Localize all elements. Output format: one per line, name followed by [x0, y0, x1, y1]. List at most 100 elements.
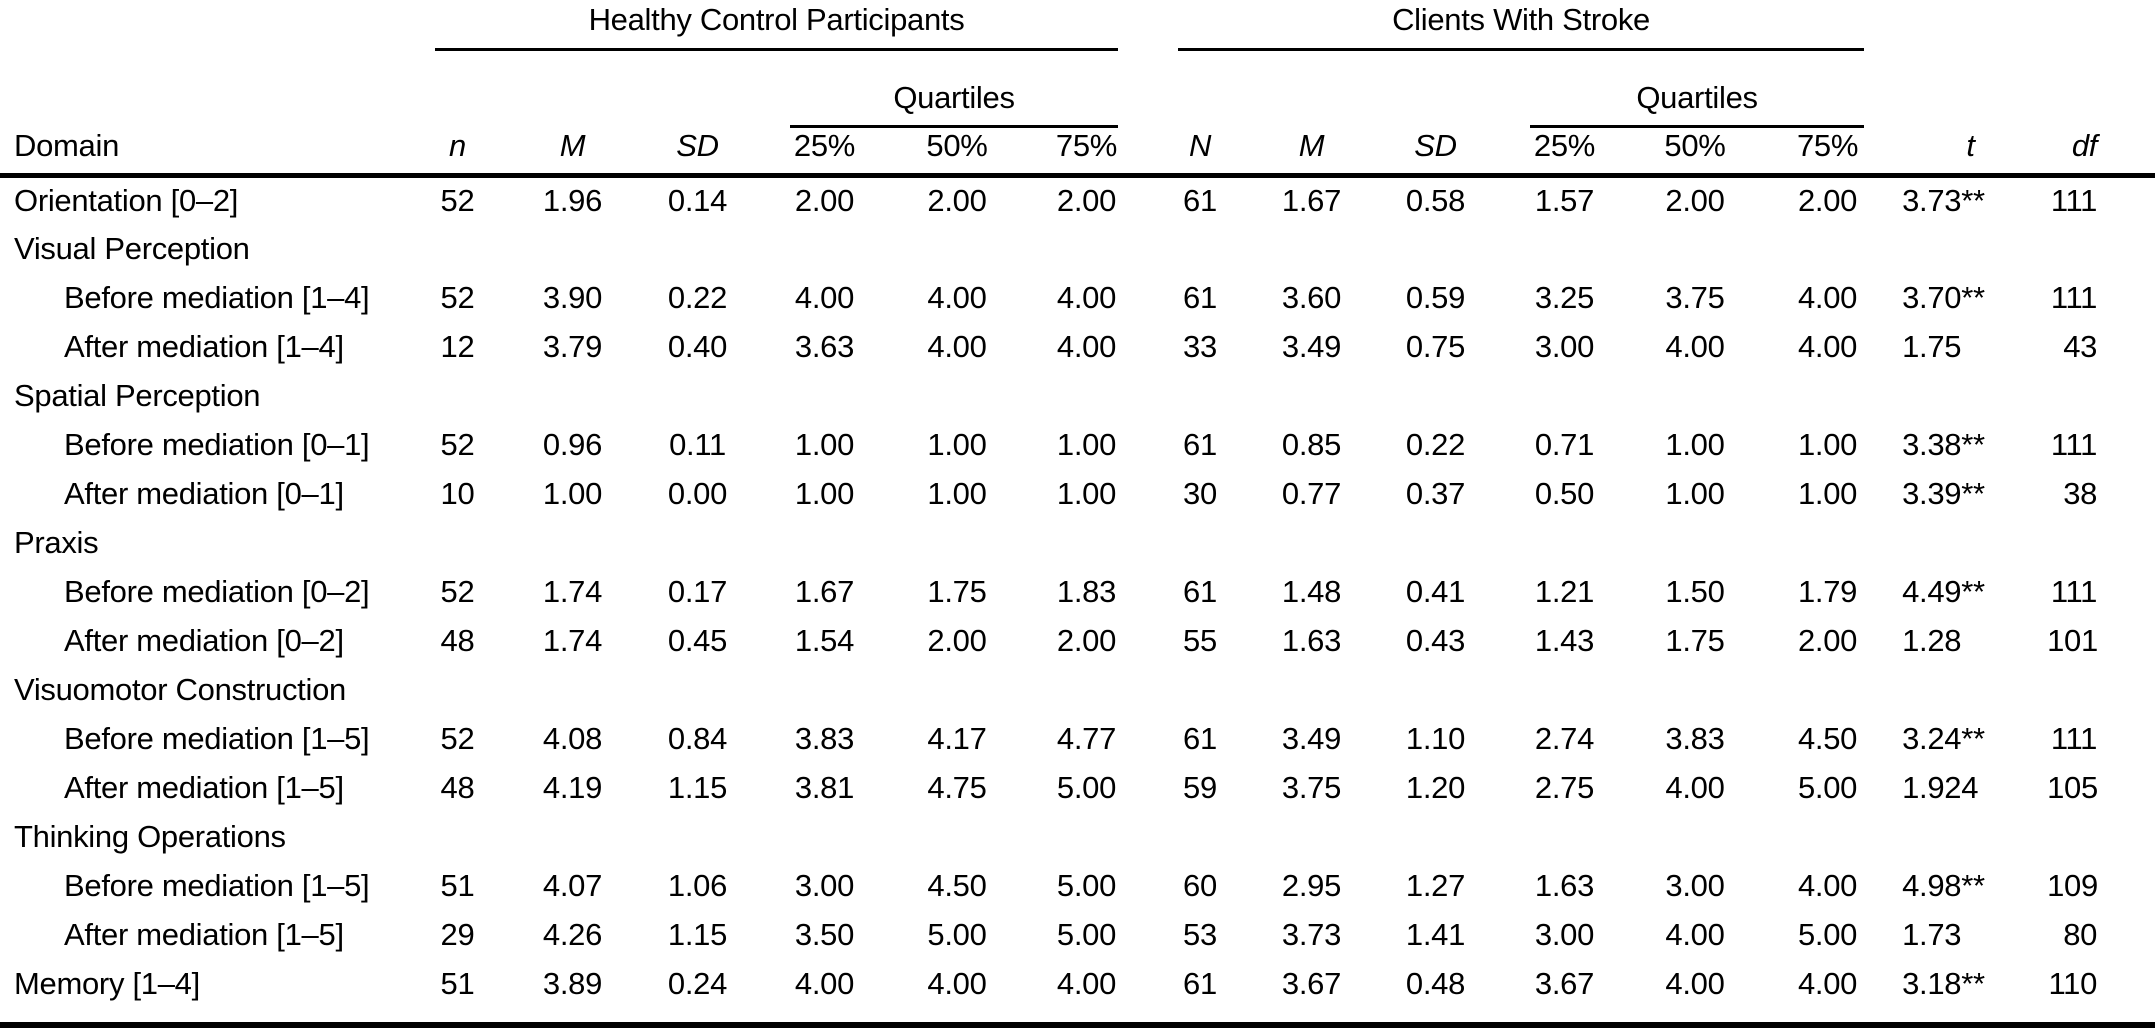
- table-row: Before mediation [0–1] 52 0.96 0.11 1.00 1.00…: [0, 421, 2155, 470]
- table-cell: [1252, 372, 1371, 421]
- table-cell: 61: [1183, 966, 1217, 1001]
- table-cell: 12: [440, 329, 475, 364]
- section-header-row: Visuomotor Construction: [0, 666, 2155, 715]
- table-cell: 111: [2050, 721, 2098, 756]
- table-cell: 1.83: [1056, 574, 1117, 609]
- table-cell: 4.00: [927, 280, 987, 315]
- row-label: After mediation [1–5]: [64, 770, 344, 805]
- table-cell: 1.63: [1281, 623, 1342, 658]
- table-cell: [405, 519, 510, 568]
- section-header-row: Spatial Perception: [0, 372, 2155, 421]
- table-cell: 52: [440, 721, 475, 756]
- table-cell: 43: [2063, 329, 2098, 364]
- table-cell: 0.96: [542, 427, 603, 462]
- group-header-row: Healthy Control Participants Clients Wit…: [0, 0, 2155, 54]
- row-label: Before mediation [1–5]: [64, 721, 370, 756]
- quartiles-header-stroke: Quartiles: [1500, 54, 1894, 128]
- table-cell: 5.00: [1056, 917, 1117, 952]
- table-cell: [1371, 666, 1500, 715]
- table-cell: 3.00: [1665, 868, 1725, 903]
- table-cell: [1148, 519, 1252, 568]
- table-cell: 3.67: [1534, 966, 1595, 1001]
- table-cell: 4.00: [1665, 770, 1725, 805]
- table-cell: 3.63: [794, 329, 855, 364]
- section-label: Spatial Perception: [14, 378, 261, 413]
- table-cell: [1894, 519, 2047, 568]
- table-cell: [1629, 813, 1761, 862]
- table-cell: 0.48: [1405, 966, 1466, 1001]
- table-cell: 60: [1183, 868, 1217, 903]
- table-cell: 1.50: [1665, 574, 1725, 609]
- table-cell: 3.73: [1281, 917, 1342, 952]
- table-cell: 111: [2050, 183, 2098, 219]
- table-cell: [510, 519, 635, 568]
- table-cell: 0.00: [667, 476, 728, 511]
- table-cell: 2.74: [1534, 721, 1595, 756]
- table-cell: 4.00: [1665, 917, 1725, 952]
- table-body: Orientation [0–2] 52 1.96 0.14 2.00 2.00 2.00 6…: [0, 176, 2155, 1009]
- table-cell: [1500, 372, 1629, 421]
- table-cell: [1761, 519, 1894, 568]
- table-row: After mediation [1–5] 29 4.26 1.15 3.50 5.00 5…: [0, 911, 2155, 960]
- table-row: Orientation [0–2] 52 1.96 0.14 2.00 2.00 2.00 6…: [0, 176, 2155, 225]
- table-cell: 1.75: [927, 574, 987, 609]
- table-cell: [1500, 519, 1629, 568]
- table-cell: 4.00: [1665, 329, 1725, 364]
- table-cell: 1.00: [1056, 476, 1117, 511]
- table-cell: 5.00: [927, 917, 987, 952]
- table-cell: 4.26: [542, 917, 603, 952]
- table-cell: 2.00: [927, 623, 987, 658]
- table-cell: 61: [1183, 280, 1217, 315]
- table-cell: 4.00: [794, 280, 855, 315]
- table-cell: 2.00: [1056, 183, 1117, 219]
- table-cell: [1629, 225, 1761, 274]
- table-cell: [2047, 225, 2155, 274]
- col-header-q25-healthy: 25%: [760, 128, 889, 178]
- table-cell: [1148, 372, 1252, 421]
- table-cell: 0.41: [1405, 574, 1466, 609]
- section-label: Thinking Operations: [14, 819, 286, 854]
- col-header-t-statistic: t: [1894, 128, 2048, 178]
- row-label: After mediation [0–1]: [64, 476, 344, 511]
- table-cell: 38: [2063, 476, 2098, 511]
- table-cell: 3.75: [1665, 280, 1725, 315]
- table-cell: 2.00: [1665, 183, 1725, 219]
- table-cell: 1.06: [667, 868, 728, 903]
- table-cell: 3.25: [1534, 280, 1595, 315]
- table-cell: [405, 813, 510, 862]
- table-cell: 1.00: [794, 476, 855, 511]
- section-label: Visuomotor Construction: [14, 672, 346, 707]
- table-cell: 1.63: [1534, 868, 1595, 903]
- row-label: Memory [1–4]: [14, 966, 200, 1001]
- table-cell: 3.83: [1665, 721, 1725, 756]
- col-header-q75-stroke: 75%: [1761, 128, 1895, 178]
- table-cell: 1.00: [1056, 427, 1117, 462]
- section-header-row: Praxis: [0, 519, 2155, 568]
- quartiles-header-healthy: Quartiles: [760, 54, 1148, 128]
- table-cell: [635, 666, 760, 715]
- section-label: Visual Perception: [14, 231, 250, 266]
- table-cell: 0.77: [1281, 476, 1342, 511]
- table-cell: 4.00: [1665, 966, 1725, 1001]
- table-cell: 4.75: [927, 770, 987, 805]
- table-cell: 4.50: [1797, 721, 1858, 756]
- table-cell: [1500, 813, 1629, 862]
- table-cell: 1.41: [1405, 917, 1466, 952]
- table-row: After mediation [1–5] 48 4.19 1.15 3.81 4.75 5…: [0, 764, 2155, 813]
- table-cell: 3.00: [1534, 329, 1595, 364]
- section-header-row: Visual Perception: [0, 225, 2155, 274]
- table-cell: 1.00: [794, 427, 855, 462]
- table-cell: 4.19: [542, 770, 603, 805]
- table-cell: [1371, 225, 1500, 274]
- col-header-q25-stroke: 25%: [1500, 128, 1629, 178]
- spacer-cell: [405, 54, 760, 128]
- table-cell: 4.50: [927, 868, 987, 903]
- table-cell: 1.48: [1281, 574, 1342, 609]
- table-cell: 0.14: [667, 183, 728, 219]
- table-cell: 4.77: [1056, 721, 1117, 756]
- table-cell: [760, 519, 889, 568]
- table-cell: 10: [440, 476, 475, 511]
- table-cell: 3.79: [542, 329, 603, 364]
- table-cell: 4.00: [1797, 868, 1858, 903]
- table-cell: [2047, 813, 2155, 862]
